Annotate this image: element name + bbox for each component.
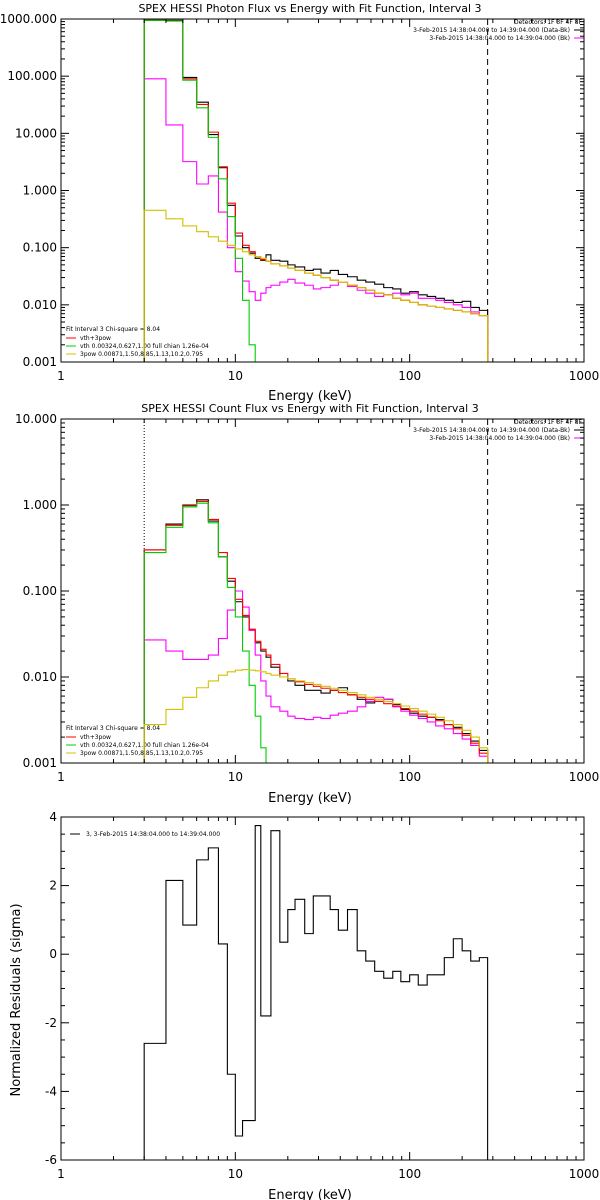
legend-detectors: Detectors: 1F 3F 4F 8F bbox=[514, 19, 583, 26]
y-tick-label: 0 bbox=[49, 947, 57, 961]
y-tick-label: 0.010 bbox=[23, 670, 57, 684]
series-line-1 bbox=[143, 78, 489, 362]
x-tick-label: 1000 bbox=[569, 369, 600, 383]
x-tick-label: 1 bbox=[57, 369, 65, 383]
y-tick-label: 1.000 bbox=[23, 184, 57, 198]
series-line-1 bbox=[143, 590, 489, 763]
y-axis-label: Normalized Residuals (sigma) bbox=[9, 903, 24, 1096]
y-tick-label: 4 bbox=[49, 810, 57, 824]
y-tick-label: -4 bbox=[45, 1084, 57, 1098]
y-tick-label: 1000.000 bbox=[0, 12, 57, 26]
legend-total-label: vth+3pow bbox=[80, 734, 111, 741]
legend-3pow-label: 3pow 0.00871,1.50,8.85,1.13,10.2,0.795 bbox=[80, 750, 203, 757]
x-tick-label: 1 bbox=[57, 1167, 65, 1181]
y-tick-label: -2 bbox=[45, 1016, 57, 1030]
legend-3pow-label: 3pow 0.00871,1.50,8.85,1.13,10.2,0.795 bbox=[80, 351, 203, 358]
y-tick-label: 0.001 bbox=[23, 756, 57, 770]
x-axis-label: Energy (keV) bbox=[268, 389, 352, 404]
y-tick-label: 0.001 bbox=[23, 355, 57, 369]
legend-label: 3, 3-Feb-2015 14:38:04.000 to 14:39:04.0… bbox=[86, 831, 220, 838]
y-tick-label: 10.000 bbox=[15, 412, 57, 426]
residuals-panel: Energy (keV) Normalized Residuals (sigma… bbox=[9, 810, 599, 1200]
legend-data-line: 3-Feb-2015 14:38:04.000 to 14:39:04.000 … bbox=[413, 27, 570, 34]
series-line-0 bbox=[143, 825, 489, 1160]
legend-bk-line: 3-Feb-2015 14:38:04.000 to 14:39:04.000 … bbox=[429, 35, 570, 42]
series-group bbox=[143, 499, 489, 763]
x-tick-label: 100 bbox=[398, 1167, 421, 1181]
y-tick-label: 2 bbox=[49, 879, 57, 893]
chart-title: SPEX HESSI Count Flux vs Energy with Fit… bbox=[141, 402, 478, 415]
series-line-3 bbox=[143, 19, 488, 362]
chart-title: SPEX HESSI Photon Flux vs Energy with Fi… bbox=[138, 2, 481, 15]
count-flux-panel: SPEX HESSI Count Flux vs Energy with Fit… bbox=[15, 402, 599, 806]
x-tick-label: 1000 bbox=[569, 770, 600, 784]
x-tick-label: 1 bbox=[57, 770, 65, 784]
photon-flux-panel: SPEX HESSI Photon Flux vs Energy with Fi… bbox=[0, 2, 599, 404]
y-tick-label: 0.100 bbox=[23, 241, 57, 255]
y-tick-label: -6 bbox=[45, 1153, 57, 1167]
series-group bbox=[143, 825, 489, 1160]
x-tick-label: 1000 bbox=[569, 1167, 600, 1181]
fit-info-text: Fit Interval 3 Chi-square = 8.04 bbox=[66, 326, 160, 333]
legend-bk-line: 3-Feb-2015 14:38:04.000 to 14:39:04.000 … bbox=[429, 435, 570, 442]
x-axis-label: Energy (keV) bbox=[268, 1188, 352, 1200]
series-line-4 bbox=[143, 669, 489, 763]
legend-data-line: 3-Feb-2015 14:38:04.000 to 14:39:04.000 … bbox=[413, 427, 570, 434]
y-tick-label: 100.000 bbox=[7, 69, 57, 83]
x-axis-label: Energy (keV) bbox=[268, 791, 352, 806]
legend-detectors: Detectors: 1F 3F 4F 8F bbox=[514, 419, 583, 426]
series-group bbox=[143, 19, 489, 362]
x-tick-label: 10 bbox=[228, 369, 243, 383]
series-line-4 bbox=[143, 209, 489, 362]
x-tick-label: 10 bbox=[228, 770, 243, 784]
y-tick-label: 10.000 bbox=[15, 126, 57, 140]
y-tick-label: 0.010 bbox=[23, 298, 57, 312]
x-tick-label: 10 bbox=[228, 1167, 243, 1181]
y-tick-label: 1.000 bbox=[23, 498, 57, 512]
fit-info-text: Fit Interval 3 Chi-square = 8.04 bbox=[66, 725, 160, 732]
x-tick-label: 100 bbox=[398, 770, 421, 784]
series-line-3 bbox=[143, 502, 488, 763]
x-tick-label: 100 bbox=[398, 369, 421, 383]
legend-total-label: vth+3pow bbox=[80, 335, 111, 342]
y-tick-label: 0.100 bbox=[23, 584, 57, 598]
series-line-0 bbox=[143, 19, 489, 362]
